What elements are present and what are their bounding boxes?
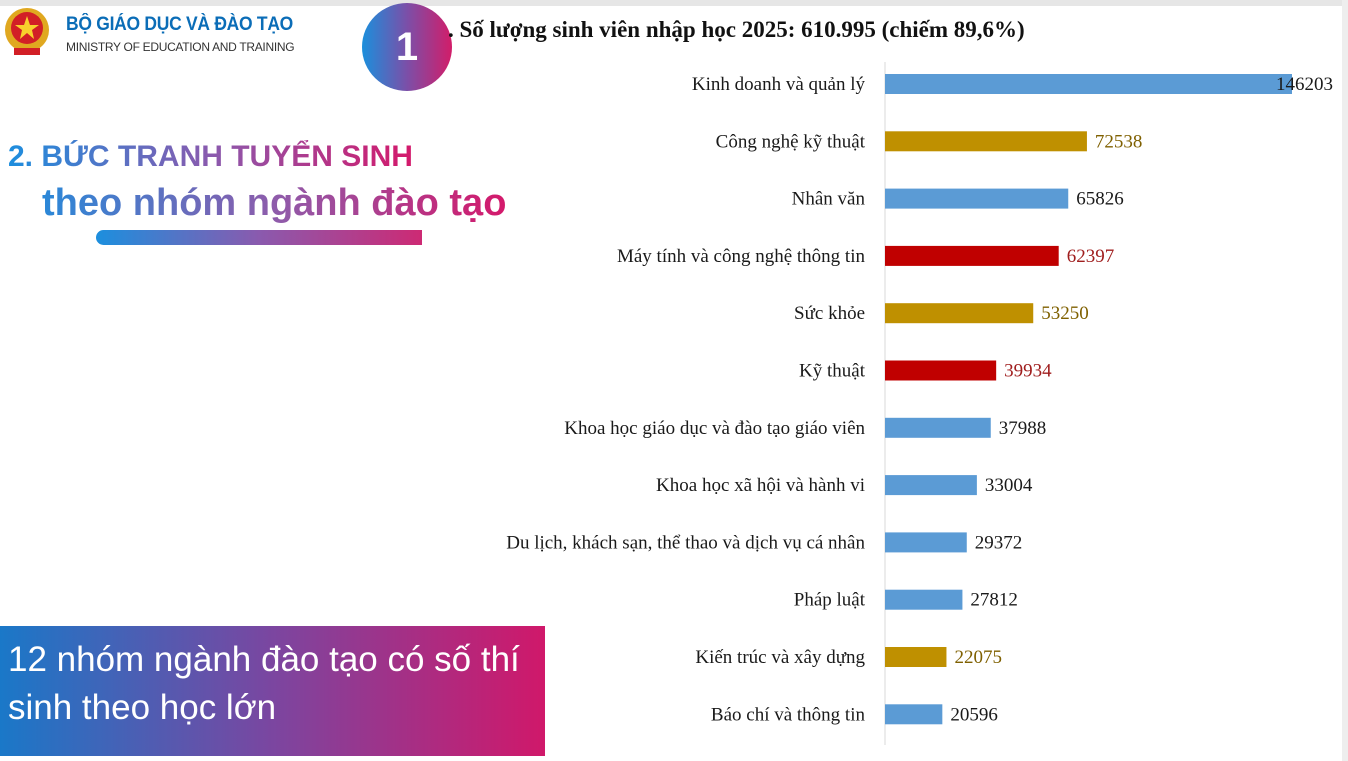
bar <box>885 647 947 667</box>
bar <box>885 303 1034 324</box>
category-label: Kỹ thuật <box>799 361 866 382</box>
category-label: Kiến trúc và xây dựng <box>695 647 865 668</box>
data-label: 27812 <box>970 590 1018 611</box>
bar <box>885 245 1059 266</box>
section-title: 2. BỨC TRANH TUYỂN SINH <box>8 140 413 173</box>
data-label: 33004 <box>985 475 1033 496</box>
data-label: 29372 <box>975 532 1023 553</box>
data-label: 53250 <box>1041 303 1089 324</box>
category-label: Pháp luật <box>794 590 866 611</box>
data-label: 62397 <box>1067 246 1115 267</box>
section-number-badge: 1 <box>362 3 452 91</box>
category-label: Công nghệ kỹ thuật <box>716 131 866 152</box>
title-underline <box>96 230 422 245</box>
bar <box>885 417 991 438</box>
category-label: Khoa học xã hội và hành vi <box>656 475 865 496</box>
category-label: Du lịch, khách sạn, thể thao và dịch vụ … <box>506 532 865 553</box>
bar <box>885 188 1069 209</box>
bar <box>885 131 1087 152</box>
top-border <box>0 0 1348 6</box>
bar <box>885 74 1292 94</box>
org-name-en: MINISTRY OF EDUCATION AND TRAINING <box>66 40 295 54</box>
right-border <box>1342 0 1348 761</box>
data-label: 65826 <box>1076 189 1124 210</box>
bar <box>885 704 943 725</box>
category-label: Báo chí và thông tin <box>711 704 866 725</box>
data-label: 37988 <box>999 418 1046 439</box>
category-label: Khoa học giáo dục và đào tạo giáo viên <box>564 418 865 439</box>
bar <box>885 360 997 381</box>
category-label: Nhân văn <box>792 189 866 210</box>
national-emblem-logo <box>5 8 49 55</box>
data-label: 22075 <box>954 647 1002 668</box>
bar <box>885 475 977 496</box>
category-label: Kinh doanh và quản lý <box>692 74 866 95</box>
chart-title: . Số lượng sinh viên nhập học 2025: 610.… <box>448 17 1025 42</box>
data-label: 39934 <box>1004 361 1052 382</box>
section-subtitle: theo nhóm ngành đào tạo <box>42 182 507 224</box>
data-label: 146203 <box>1276 74 1333 95</box>
summary-note: 12 nhóm ngành đào tạo có số thí sinh the… <box>0 626 545 756</box>
category-label: Sức khỏe <box>794 303 865 324</box>
bar <box>885 532 967 553</box>
data-label: 72538 <box>1095 131 1143 152</box>
data-label: 20596 <box>950 704 998 725</box>
category-label: Máy tính và công nghệ thông tin <box>617 246 866 267</box>
bar <box>885 589 963 610</box>
org-name: BỘ GIÁO DỤC VÀ ĐÀO TẠO <box>66 14 294 35</box>
